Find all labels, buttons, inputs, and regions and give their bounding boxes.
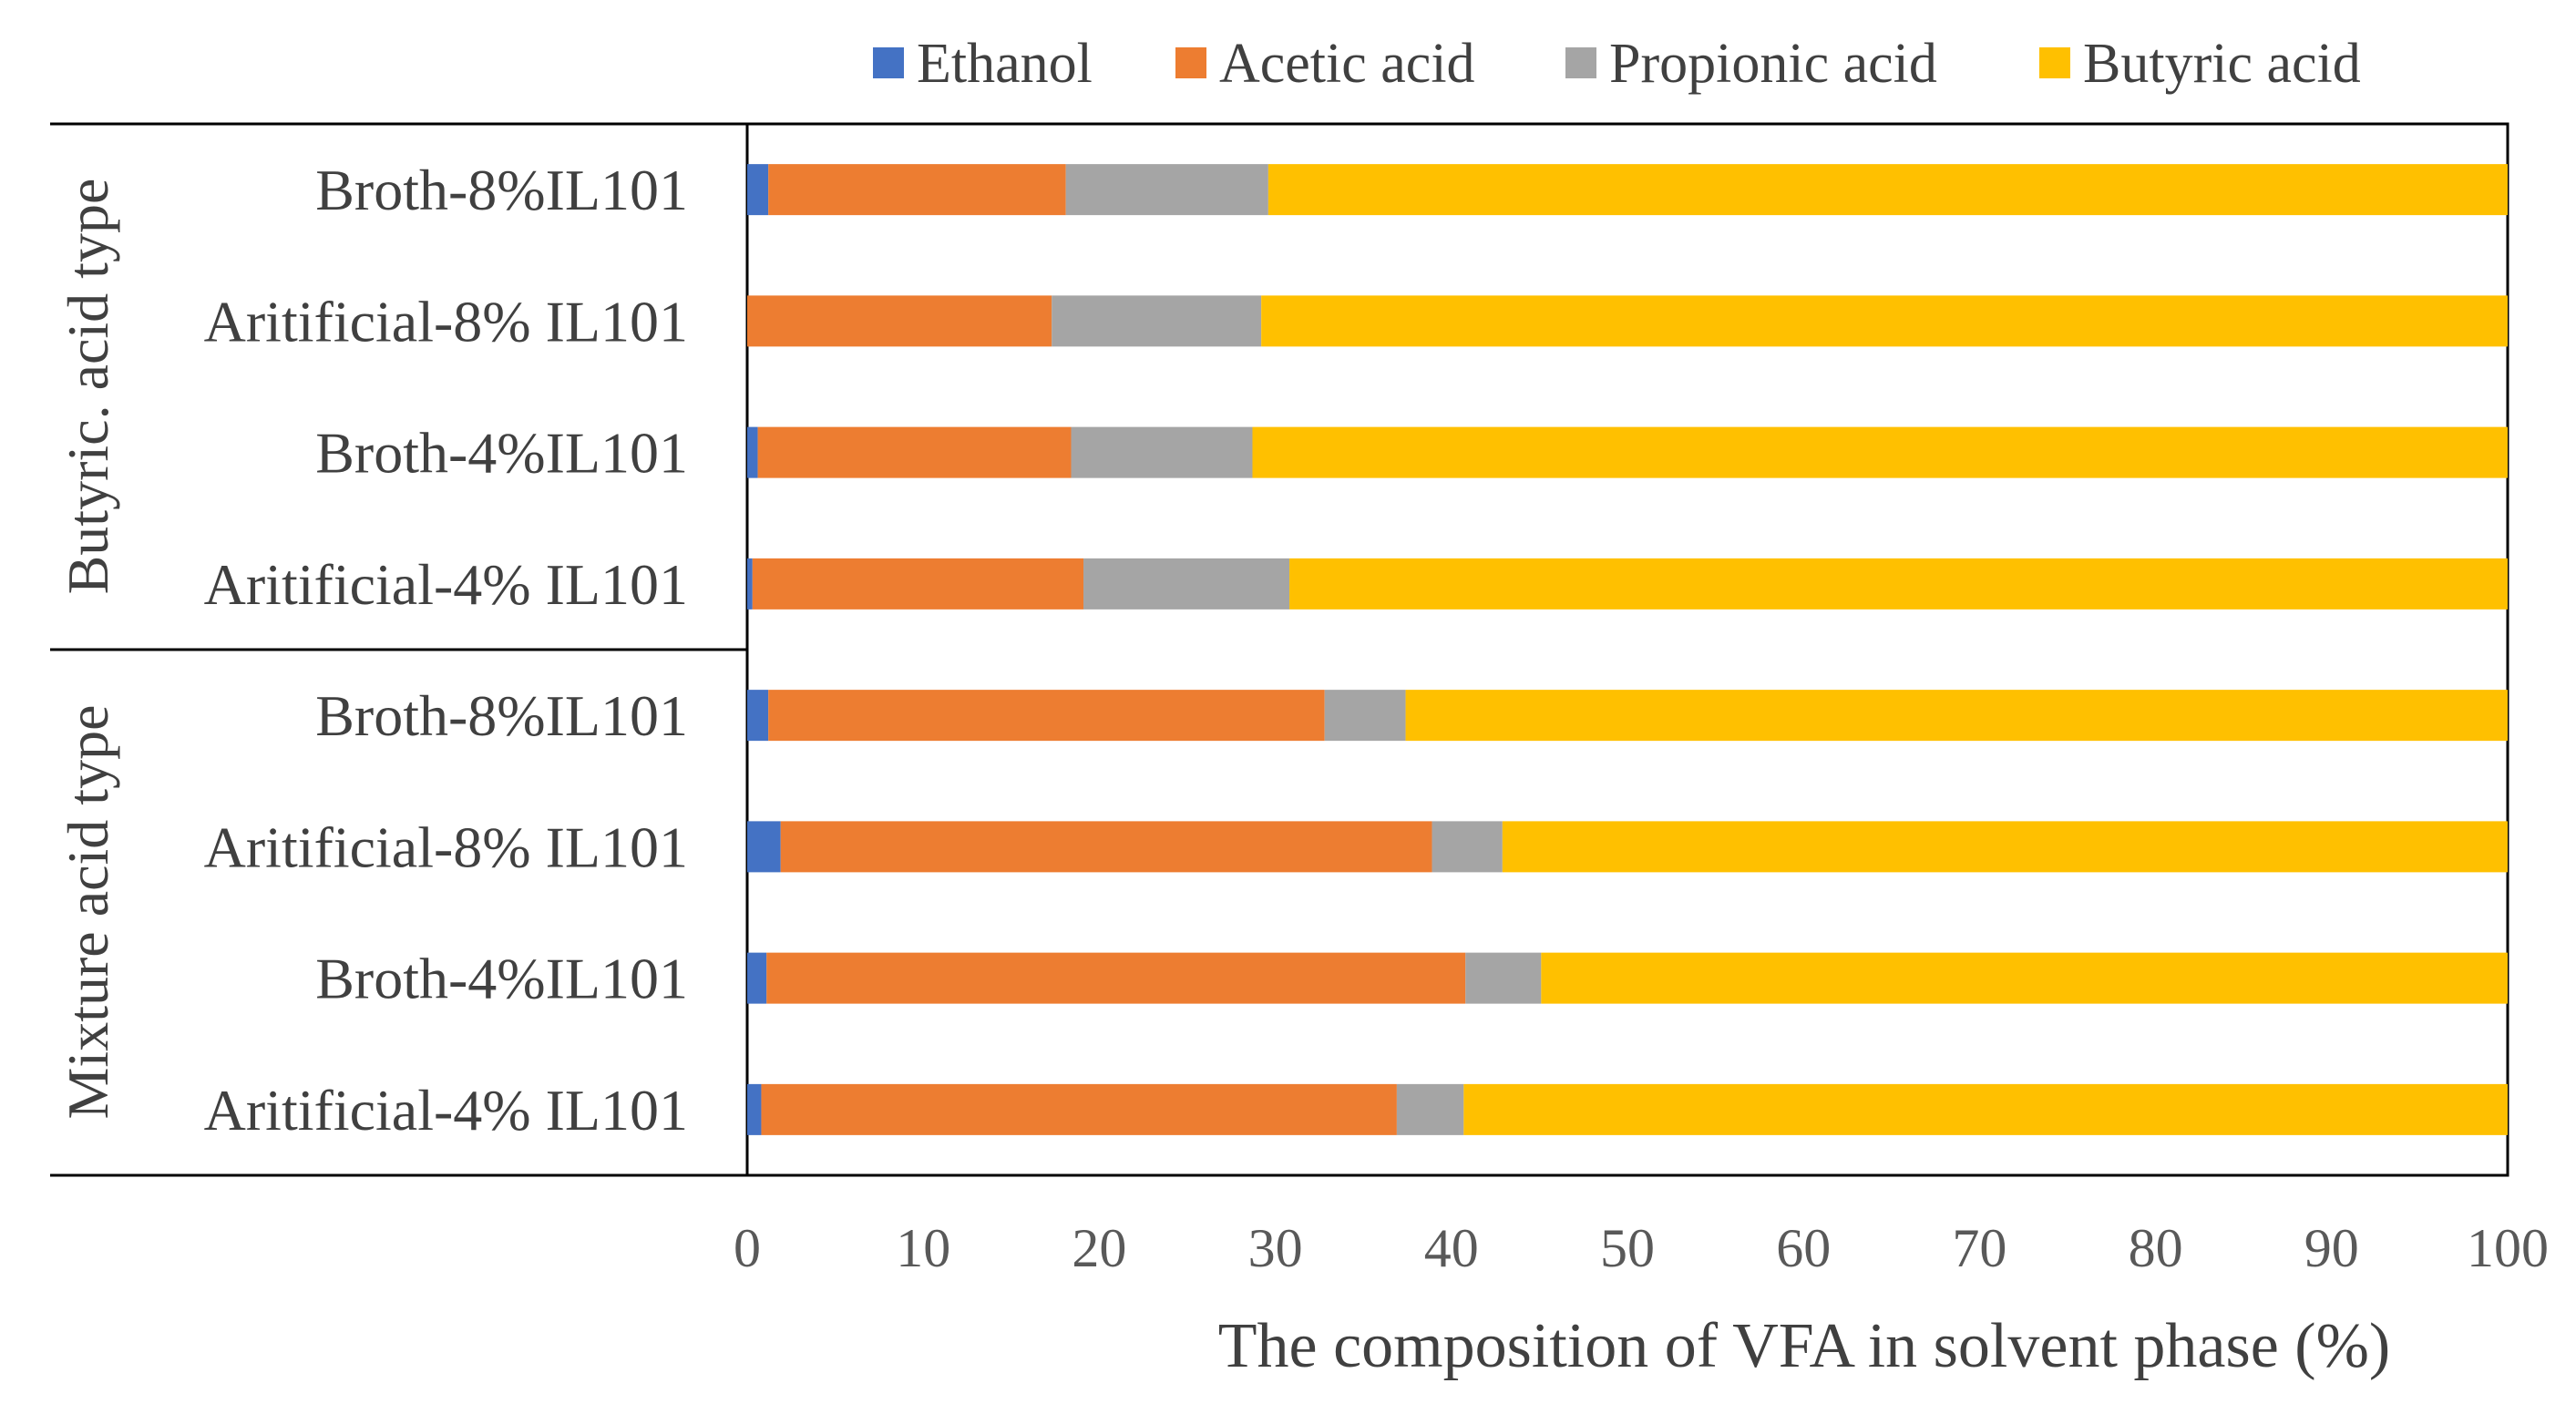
bar-segment-propionic-acid: [1083, 558, 1290, 610]
plot-area-border: [745, 122, 2509, 1177]
x-axis-title: The composition of VFA in solvent phase …: [1218, 1311, 2390, 1381]
bar-segment-propionic-acid: [1071, 426, 1253, 478]
bar-segment-butyric-acid: [1541, 952, 2508, 1004]
bar-segment-butyric-acid: [1289, 558, 2508, 610]
category-label: Broth-8%IL101: [315, 683, 688, 748]
category-label: Aritificial-8% IL101: [204, 815, 688, 879]
x-tick-label: 90: [2304, 1218, 2359, 1278]
bar-segment-propionic-acid: [1052, 295, 1262, 347]
x-tick-label: 60: [1776, 1218, 1831, 1278]
legend-label: Acetic acid: [1219, 33, 1475, 95]
bar-segment-ethanol: [747, 426, 758, 478]
bar-segment-ethanol: [747, 821, 781, 873]
legend-swatch-propionic-acid: [1565, 47, 1596, 78]
bar-segment-acetic-acid: [747, 295, 1052, 347]
bar-segment-acetic-acid: [757, 426, 1072, 478]
category-label: Aritificial-8% IL101: [204, 289, 688, 354]
bar-segment-butyric-acid: [1261, 295, 2508, 347]
bar-segment-acetic-acid: [752, 558, 1084, 610]
category-label: Broth-4%IL101: [315, 421, 688, 486]
category-label: Broth-8%IL101: [315, 158, 688, 222]
category-label: Aritificial-4% IL101: [204, 552, 688, 617]
x-tick-label: 70: [1952, 1218, 2006, 1278]
legend-swatch-butyric-acid: [2039, 47, 2070, 78]
bar-segment-butyric-acid: [1502, 821, 2508, 873]
bar-segment-propionic-acid: [1065, 164, 1268, 216]
bar-segment-butyric-acid: [1405, 690, 2508, 742]
bar-segment-butyric-acid: [1267, 164, 2508, 216]
bar-segment-acetic-acid: [761, 1083, 1397, 1135]
group-label-mixture: Mixture acid type: [56, 705, 120, 1120]
bar-segment-acetic-acid: [780, 821, 1432, 873]
bar-segment-ethanol: [747, 1083, 762, 1135]
bar-segment-acetic-acid: [766, 952, 1466, 1004]
bar-segment-propionic-acid: [1465, 952, 1542, 1004]
x-tick-label: 0: [734, 1218, 761, 1278]
bar-segment-propionic-acid: [1432, 821, 1503, 873]
x-tick-label: 30: [1248, 1218, 1303, 1278]
x-tick-label: 50: [1600, 1218, 1655, 1278]
stacked-bars: [747, 164, 2508, 1135]
legend-label: Ethanol: [917, 33, 1093, 95]
legend: Ethanol Acetic acid Propionic acid Butyric …: [873, 33, 2361, 95]
bar-segment-acetic-acid: [768, 164, 1066, 216]
legend-swatch-ethanol: [873, 47, 904, 78]
bar-segment-ethanol: [747, 558, 753, 610]
bar-segment-ethanol: [747, 164, 769, 216]
legend-label: Propionic acid: [1609, 33, 1937, 95]
bar-segment-butyric-acid: [1252, 426, 2508, 478]
category-label: Aritificial-4% IL101: [204, 1078, 688, 1142]
x-tick-label: 100: [2467, 1218, 2549, 1278]
bar-segment-acetic-acid: [768, 690, 1325, 742]
bar-segment-butyric-acid: [1463, 1083, 2508, 1135]
bar-segment-ethanol: [747, 690, 769, 742]
x-axis-ticks: 0 10 20 30 40 50 60 70 80 90 100: [734, 1218, 2549, 1278]
bar-segment-propionic-acid: [1396, 1083, 1464, 1135]
category-labels: Broth-8%IL101 Aritificial-8% IL101 Broth-4…: [204, 158, 688, 1142]
legend-label: Butyric acid: [2083, 33, 2361, 95]
bar-segment-propionic-acid: [1324, 690, 1406, 742]
group-label-butyric: Butyric. acid type: [56, 179, 120, 595]
bar-segment-ethanol: [747, 952, 767, 1004]
legend-swatch-acetic-acid: [1175, 47, 1206, 78]
x-tick-label: 40: [1424, 1218, 1479, 1278]
x-tick-label: 10: [896, 1218, 950, 1278]
category-label: Broth-4%IL101: [315, 947, 688, 1011]
x-tick-label: 20: [1072, 1218, 1126, 1278]
x-tick-label: 80: [2129, 1218, 2183, 1278]
